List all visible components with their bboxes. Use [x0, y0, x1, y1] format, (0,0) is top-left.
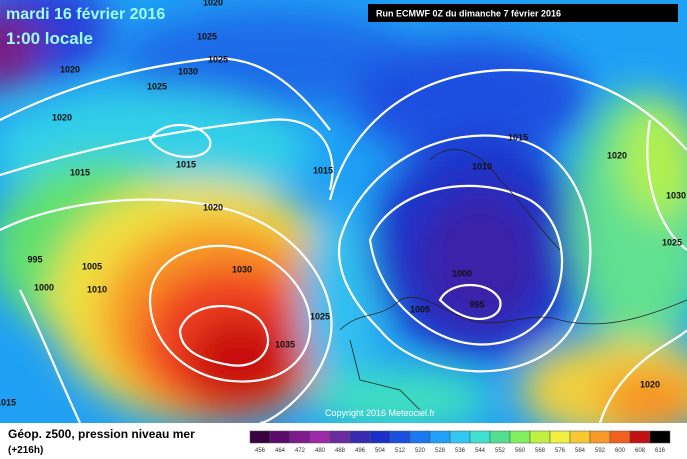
- isobar-label: 1020: [52, 112, 72, 122]
- isobar-label: 1010: [87, 284, 107, 294]
- scale-label: 576: [555, 448, 566, 454]
- field: [0, 0, 687, 423]
- scale-swatch: [549, 430, 571, 444]
- copyright: Copyright 2016 Meteociel.fr: [325, 408, 435, 418]
- run-box: [368, 4, 678, 22]
- isobar-label: 1025: [147, 81, 167, 91]
- isobar-label: 1015: [176, 159, 196, 169]
- run-label: Run ECMWF 0Z du dimanche 7 février 2016: [376, 8, 561, 18]
- scale-swatch: [309, 430, 331, 444]
- scale-swatch: [589, 430, 611, 444]
- scale-label: 616: [655, 448, 666, 454]
- time-label: 1:00 locale: [6, 29, 93, 48]
- scale-swatch: [429, 430, 451, 444]
- scale-label: 536: [455, 448, 466, 454]
- isobar-label: 1020: [60, 64, 80, 74]
- scale-swatch: [329, 430, 351, 444]
- scale-label: 472: [295, 448, 306, 454]
- scale-label: 496: [355, 448, 366, 454]
- scale-label: 560: [515, 448, 526, 454]
- scale-label: 608: [635, 448, 646, 454]
- isobar-label: 1020: [203, 202, 223, 212]
- scale-swatch: [469, 430, 491, 444]
- isobar-label: 1020: [203, 0, 223, 7]
- isobars: [0, 57, 687, 423]
- title: mardi 16 février 2016: [6, 6, 165, 23]
- isobar-label: 1005: [82, 261, 102, 271]
- isobar-label: 1020: [607, 150, 627, 160]
- isobar-label: 1030: [232, 264, 252, 274]
- scale-label: 528: [435, 448, 446, 454]
- scale-swatch: [449, 430, 471, 444]
- isobar-label: 995: [27, 254, 42, 264]
- isobar-label: 1025: [310, 311, 330, 321]
- scale-label: 544: [475, 448, 486, 454]
- scale-label: 600: [615, 448, 626, 454]
- scale-swatch: [389, 430, 411, 444]
- scale-swatch: [369, 430, 391, 444]
- scale-label: 592: [595, 448, 606, 454]
- isobar-label: 1000: [452, 268, 472, 278]
- scale-swatch: [409, 430, 431, 444]
- isobar-label: 1015: [508, 132, 528, 142]
- scale-label: 480: [315, 448, 326, 454]
- isobar-labels: 1020 1025 1025 1020 1030 1025 1020 1015 1015 1015…: [0, 0, 686, 407]
- isobar-label: 1015: [0, 397, 16, 407]
- scale-swatch: [569, 430, 591, 444]
- caption: Géop. z500, pression niveau mer: [8, 427, 195, 441]
- isobar-label: 1025: [208, 54, 228, 64]
- scale-swatch: [289, 430, 311, 444]
- scale-label: 520: [415, 448, 426, 454]
- scale-swatch: [529, 430, 551, 444]
- scale-label: 512: [395, 448, 406, 454]
- scale-label: 464: [275, 448, 286, 454]
- isobar-label: 1005: [410, 304, 430, 314]
- scale-swatch: [269, 430, 291, 444]
- scale-swatch: [629, 430, 651, 444]
- coastlines: [339, 149, 687, 411]
- scale-label: 504: [375, 448, 386, 454]
- scale-swatch: [249, 430, 271, 444]
- isobar-label: 1000: [34, 282, 54, 292]
- isobar-label: 1030: [178, 66, 198, 76]
- scale-swatch: [649, 430, 671, 444]
- scale-label: 568: [535, 448, 546, 454]
- isobar-label: 1015: [70, 167, 90, 177]
- scale-swatch: [349, 430, 371, 444]
- scale-swatch: [609, 430, 631, 444]
- scale-label: 488: [335, 448, 346, 454]
- scale-swatch: [489, 430, 511, 444]
- scale-swatch: [509, 430, 531, 444]
- isobar-label: 1015: [313, 165, 333, 175]
- isobar-label: 1035: [275, 339, 295, 349]
- isobar-label: 1025: [662, 237, 682, 247]
- isobar-label: 995: [469, 299, 484, 309]
- lead-time: (+216h): [8, 445, 43, 456]
- isobar-label: 1020: [640, 379, 660, 389]
- isobar-label: 1025: [197, 31, 217, 41]
- scale-label: 552: [495, 448, 506, 454]
- isobar-label: 1030: [666, 190, 686, 200]
- scale-label: 584: [575, 448, 586, 454]
- isobar-label: 1010: [472, 161, 492, 171]
- scale-label: 456: [255, 448, 266, 454]
- color-scale: 456 464 472 480 488 496 504 512 520 528 536 544 552 5…: [249, 430, 671, 454]
